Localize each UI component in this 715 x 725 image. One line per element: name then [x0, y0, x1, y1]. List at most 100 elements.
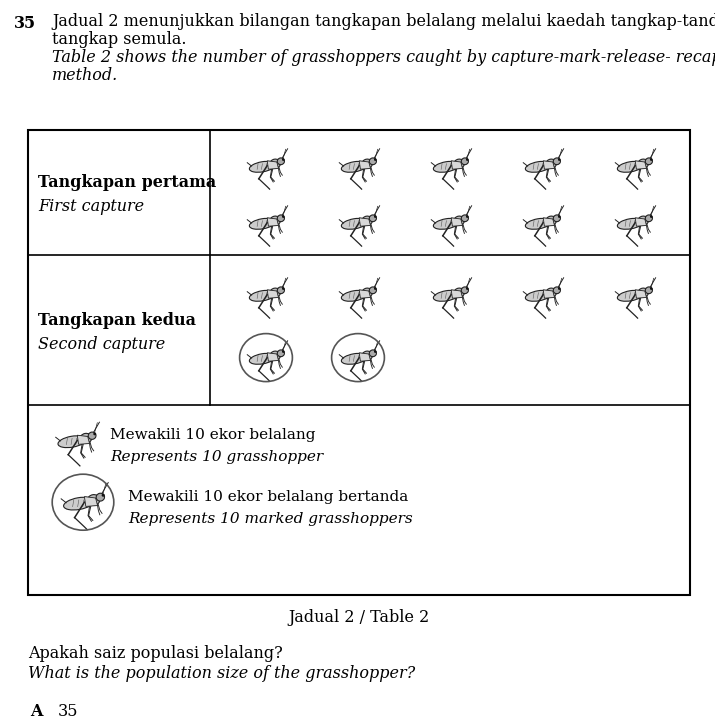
Circle shape [374, 350, 377, 353]
Text: method.: method. [52, 67, 118, 84]
Ellipse shape [362, 216, 373, 225]
Text: Mewakili 10 ekor belalang bertanda: Mewakili 10 ekor belalang bertanda [128, 490, 408, 504]
Ellipse shape [461, 158, 468, 165]
Ellipse shape [461, 287, 468, 294]
Ellipse shape [341, 218, 368, 229]
Polygon shape [635, 290, 646, 298]
Ellipse shape [646, 158, 653, 165]
Ellipse shape [250, 162, 275, 173]
Text: First capture: First capture [38, 198, 144, 215]
Ellipse shape [369, 350, 377, 357]
Ellipse shape [97, 493, 104, 501]
Ellipse shape [546, 159, 556, 168]
Ellipse shape [454, 216, 465, 225]
Text: Represents 10 marked grasshoppers: Represents 10 marked grasshoppers [128, 512, 413, 526]
Ellipse shape [553, 215, 561, 222]
Polygon shape [451, 161, 463, 169]
Ellipse shape [88, 432, 96, 439]
Polygon shape [451, 218, 463, 226]
Text: Mewakili 10 ekor belalang: Mewakili 10 ekor belalang [110, 428, 315, 442]
Ellipse shape [277, 215, 285, 222]
Polygon shape [359, 290, 370, 298]
Text: Jadual 2 / Table 2: Jadual 2 / Table 2 [288, 609, 430, 626]
Circle shape [374, 215, 377, 218]
Text: 35: 35 [58, 703, 79, 720]
Ellipse shape [270, 288, 280, 297]
Ellipse shape [546, 288, 556, 297]
Ellipse shape [553, 287, 561, 294]
Circle shape [282, 350, 285, 353]
Circle shape [374, 287, 377, 290]
Polygon shape [635, 161, 646, 169]
Text: A: A [30, 703, 42, 720]
Polygon shape [359, 218, 370, 226]
Ellipse shape [526, 218, 551, 229]
Ellipse shape [250, 218, 275, 229]
Ellipse shape [617, 218, 644, 229]
Polygon shape [267, 353, 278, 361]
Ellipse shape [461, 215, 468, 222]
Ellipse shape [433, 218, 460, 229]
Circle shape [650, 215, 653, 218]
Ellipse shape [277, 350, 285, 357]
Ellipse shape [617, 162, 644, 173]
Circle shape [93, 433, 96, 435]
Text: Apakah saiz populasi belalang?: Apakah saiz populasi belalang? [28, 645, 282, 662]
Polygon shape [359, 161, 370, 169]
Circle shape [650, 287, 653, 290]
Ellipse shape [250, 353, 275, 364]
Ellipse shape [80, 434, 92, 443]
Ellipse shape [638, 216, 649, 225]
Circle shape [282, 215, 285, 218]
Ellipse shape [526, 290, 551, 302]
Ellipse shape [362, 159, 373, 168]
Ellipse shape [341, 353, 368, 364]
Polygon shape [267, 290, 278, 298]
Ellipse shape [553, 158, 561, 165]
Ellipse shape [341, 162, 368, 173]
Polygon shape [635, 218, 646, 226]
Polygon shape [84, 497, 97, 506]
Circle shape [558, 287, 561, 290]
Ellipse shape [369, 158, 377, 165]
Polygon shape [77, 435, 89, 444]
Polygon shape [543, 218, 554, 226]
Text: Table 2 shows the number of grasshoppers caught by capture-mark-release- recaptu: Table 2 shows the number of grasshoppers… [52, 49, 715, 66]
Circle shape [650, 158, 653, 161]
Ellipse shape [433, 162, 460, 173]
Circle shape [102, 494, 104, 497]
Circle shape [558, 158, 561, 161]
Ellipse shape [546, 216, 556, 225]
Ellipse shape [277, 287, 285, 294]
Polygon shape [267, 161, 278, 169]
Ellipse shape [87, 494, 100, 505]
Text: 35: 35 [14, 15, 36, 32]
Ellipse shape [526, 162, 551, 173]
Polygon shape [359, 353, 370, 361]
Ellipse shape [369, 287, 377, 294]
Ellipse shape [341, 290, 368, 302]
Ellipse shape [454, 288, 465, 297]
Ellipse shape [638, 288, 649, 297]
Ellipse shape [646, 287, 653, 294]
Ellipse shape [270, 159, 280, 168]
Circle shape [466, 215, 468, 218]
Ellipse shape [433, 290, 460, 302]
Circle shape [282, 158, 285, 161]
Polygon shape [543, 161, 554, 169]
Ellipse shape [362, 288, 373, 297]
Polygon shape [543, 290, 554, 298]
Circle shape [466, 158, 468, 161]
Ellipse shape [646, 215, 653, 222]
Polygon shape [451, 290, 463, 298]
Ellipse shape [270, 216, 280, 225]
Bar [28, 130, 690, 595]
Circle shape [282, 287, 285, 290]
Text: Tangkapan kedua: Tangkapan kedua [38, 312, 196, 328]
Ellipse shape [277, 158, 285, 165]
Circle shape [558, 215, 561, 218]
Ellipse shape [270, 351, 280, 360]
Circle shape [466, 287, 468, 290]
Ellipse shape [369, 215, 377, 222]
Text: What is the population size of the grasshopper?: What is the population size of the grass… [28, 665, 415, 682]
